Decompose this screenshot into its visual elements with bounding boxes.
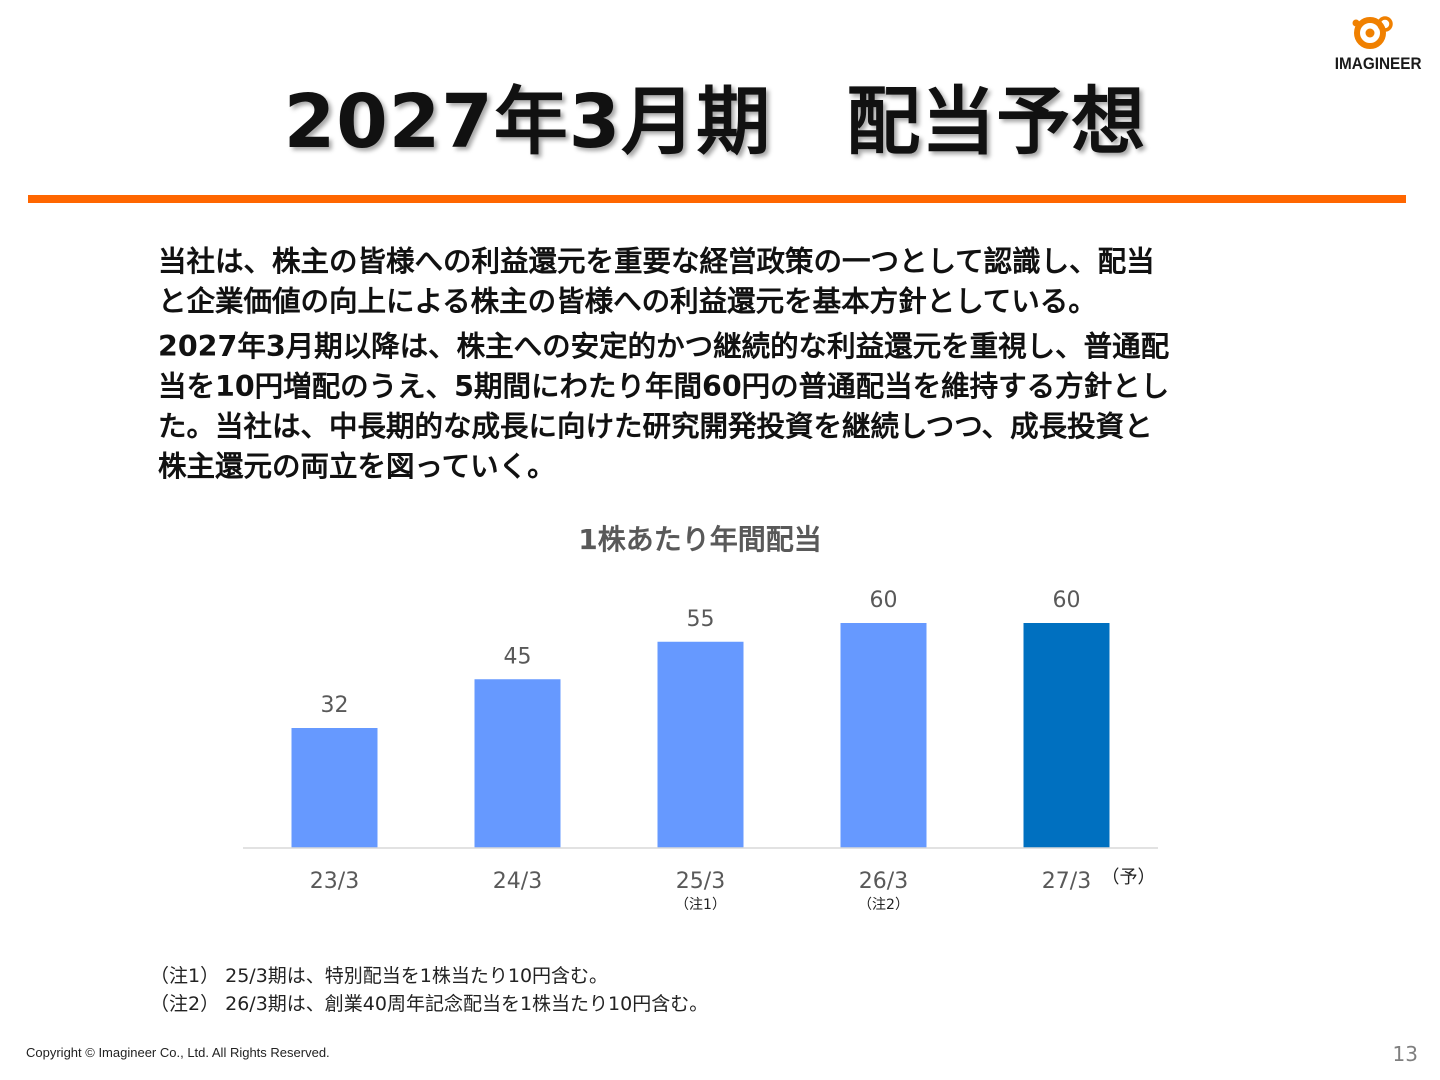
chart-data-label: 55	[687, 607, 715, 632]
chart-category-note: （注2）	[858, 897, 909, 913]
chart-data-label: 60	[870, 588, 898, 613]
footnotes: （注1） 25/3期は、特別配当を1株当たり10円含む。 （注2） 26/3期は…	[150, 962, 708, 1018]
chart-category-label: 23/3	[310, 869, 359, 894]
chart-bar	[657, 641, 744, 848]
page-number: 13	[1392, 1042, 1418, 1066]
chart-category-label: 24/3	[493, 869, 542, 894]
policy-paragraph-line: 当社は、株主の皆様への利益還元を重要な経営政策の一つとして認識し、配当	[158, 245, 1155, 278]
title-underline	[28, 195, 1406, 203]
logo-wordmark: IMAGINEER	[1334, 54, 1422, 73]
plan-paragraph-line: た。当社は、中長期的な成長に向けた研究開発投資を継続しつつ、成長投資と	[158, 410, 1153, 443]
chart-category-note: （注1）	[675, 897, 726, 913]
chart-bar	[291, 728, 378, 848]
chart-bar	[840, 623, 927, 848]
chart-bar	[1023, 623, 1110, 848]
plan-paragraph-line: 2027年3月期以降は、株主への安定的かつ継続的な利益還元を重視し、普通配	[158, 330, 1170, 363]
slide-title: 2027年3月期 配当予想	[283, 79, 1147, 165]
plan-paragraph-line: 株主還元の両立を図っていく。	[158, 450, 556, 483]
policy-paragraph-line: と企業価値の向上による株主の皆様への利益還元を基本方針としている。	[158, 285, 1097, 318]
company-logo: IMAGINEER	[1330, 14, 1426, 76]
chart-data-label: 60	[1053, 588, 1081, 613]
chart-data-label: 32	[321, 693, 349, 718]
chart-category-note: （予）	[1102, 867, 1156, 888]
plan-paragraph-line: 当を10円増配のうえ、5期間にわたり年間60円の普通配当を維持する方針とし	[158, 370, 1170, 403]
footnote: （注1） 25/3期は、特別配当を1株当たり10円含む。	[150, 965, 609, 987]
policy-paragraph: 当社は、株主の皆様への利益還元を重要な経営政策の一つとして認識し、配当 と企業価…	[158, 242, 1278, 322]
chart-bar	[474, 679, 561, 848]
chart-category-label: 26/3	[859, 869, 908, 894]
logo-mark-icon	[1352, 16, 1393, 49]
chart-category-label: 25/3	[676, 869, 725, 894]
footnote: （注2） 26/3期は、創業40周年記念配当を1株当たり10円含む。	[150, 993, 709, 1015]
copyright-notice: Copyright © Imagineer Co., Ltd. All Righ…	[26, 1045, 330, 1060]
chart-data-label: 45	[504, 644, 532, 669]
chart-category-label: 27/3	[1042, 869, 1091, 894]
chart-title: 1株あたり年間配当	[578, 523, 822, 556]
plan-paragraph: 2027年3月期以降は、株主への安定的かつ継続的な利益還元を重視し、普通配 当を…	[158, 327, 1278, 487]
